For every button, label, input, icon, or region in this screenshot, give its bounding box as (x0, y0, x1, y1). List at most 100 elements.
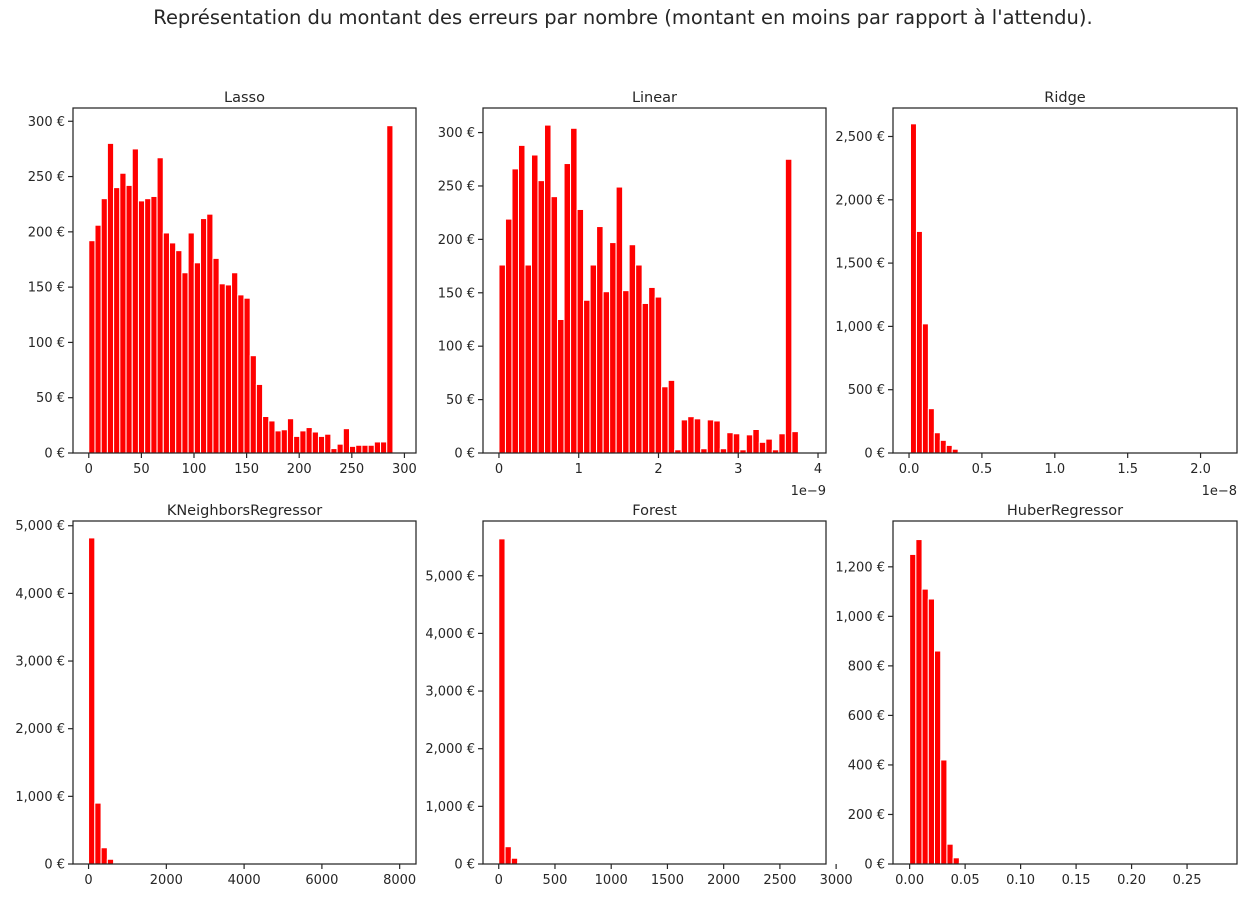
linear-frame (482, 107, 827, 454)
ridge-bar (921, 323, 929, 454)
subplot-lasso: Lasso 0 50 100 150 200 250 300 0 € 50 € 100 € 150 €… (28, 90, 417, 477)
lasso-bar (125, 184, 133, 454)
huberregressor-frame (892, 520, 1238, 865)
linear-bar (544, 124, 552, 454)
ridge-bar (927, 408, 935, 454)
forest-bar (498, 538, 506, 865)
lasso-bar (274, 430, 282, 454)
lasso-bar (330, 448, 338, 454)
lasso-xtick-label: 200 (287, 462, 312, 477)
linear-bar (530, 154, 539, 454)
forest-bar (510, 857, 519, 865)
lasso-bar (187, 232, 195, 454)
linear-bar (745, 434, 754, 454)
linear-bar (765, 438, 773, 454)
lasso-bar (243, 297, 251, 454)
lasso-ytick-label: 200 € (28, 225, 65, 240)
linear-xtick-label: 0 (495, 462, 503, 477)
lasso-bar (218, 283, 226, 454)
subplot-huber: HuberRegressor 0.00 0.05 0.10 0.15 0.20 0.25 0 … (835, 503, 1238, 888)
kneighborsregressor-ytick-label: 5,000 € (15, 519, 65, 534)
linear-bar (511, 168, 519, 454)
linear-bars (498, 124, 799, 454)
huberregressor-xtick-label: 0.00 (895, 873, 924, 888)
linear-bar (563, 163, 572, 454)
kneighborsregressor-xtick-label: 8000 (383, 873, 416, 888)
linear-bar (693, 418, 702, 454)
ridge-xtick-label: 2.0 (1190, 462, 1211, 477)
linear-ytick-label: 300 € (438, 126, 475, 141)
linear-bar (661, 386, 669, 454)
linear-bar (609, 242, 617, 454)
linear-ytick-label: 200 € (438, 233, 475, 248)
linear-bar (648, 286, 656, 454)
lasso-title: Lasso (224, 90, 265, 106)
forest-xtick-label: 2500 (763, 873, 796, 888)
linear-bar (791, 431, 799, 454)
lasso-ytick-label: 0 € (44, 447, 65, 462)
kneighborsregressor-frame (72, 520, 417, 865)
linear-bar (537, 180, 546, 454)
linear-bar (667, 379, 676, 454)
forest-xtick-label: 0 (495, 873, 503, 888)
huberregressor-ytick-label: 800 € (848, 659, 885, 674)
huberregressor-bar (940, 759, 948, 865)
lasso-bar (324, 433, 332, 454)
huberregressor-bar (952, 857, 960, 865)
huberregressor-bar (909, 553, 917, 865)
huberregressor-xtick-label: 0.20 (1117, 873, 1146, 888)
lasso-bar (349, 445, 357, 454)
subplot-kneighbors: KNeighborsRegressor 0 2000 4000 6000 8000 0 € 1… (15, 503, 417, 888)
lasso-bar (293, 435, 301, 454)
linear-bar (615, 186, 624, 454)
lasso-bar (373, 441, 382, 454)
linear-bar (550, 196, 559, 454)
forest-ytick-label: 5,000 € (425, 569, 475, 584)
lasso-bar (224, 284, 233, 454)
forest-ytick-label: 0 € (454, 858, 475, 873)
lasso-bar (131, 148, 139, 454)
lasso-bar (237, 294, 245, 454)
lasso-bar (206, 213, 214, 454)
forest-xtick-label: 1500 (651, 873, 684, 888)
kneighborsregressor-ytick-label: 3,000 € (15, 655, 65, 670)
lasso-bar (317, 435, 326, 454)
forest-bar (504, 846, 512, 865)
lasso-bar (137, 200, 146, 454)
linear-bar (628, 244, 637, 454)
huberregressor-xtick-label: 0.10 (1006, 873, 1035, 888)
huberregressor-ytick-label: 0 € (864, 858, 885, 873)
kneighborsregressor-xtick-label: 4000 (228, 873, 261, 888)
lasso-bar (268, 420, 276, 454)
lasso-xtick-label: 100 (182, 462, 207, 477)
ridge-ytick-label: 2,000 € (835, 193, 885, 208)
lasso-bar (193, 262, 202, 454)
huberregressor-xtick-label: 0.25 (1173, 873, 1202, 888)
lasso-bar (100, 198, 108, 454)
linear-bar (622, 290, 630, 454)
kneighborsregressor-xtick-label: 0 (84, 873, 92, 888)
kneighborsregressor-bar (94, 802, 102, 865)
linear-xtick-label: 1 (575, 462, 583, 477)
linear-xtick-label: 4 (814, 462, 822, 477)
linear-bar (641, 302, 650, 454)
huberregressor-bar (934, 650, 942, 865)
linear-bar (778, 433, 786, 454)
lasso-bar (175, 250, 183, 454)
lasso-bar (361, 444, 369, 454)
linear-bar (635, 264, 643, 454)
huberregressor-ytick-label: 200 € (848, 808, 885, 823)
lasso-bar (355, 444, 363, 454)
lasso-bar (162, 232, 170, 454)
linear-bar (589, 264, 598, 454)
lasso-bar (255, 383, 264, 454)
forest-bars (498, 538, 563, 865)
figure-suptitle: Représentation du montant des erreurs pa… (153, 6, 1093, 29)
linear-ytick-label: 150 € (438, 286, 475, 301)
lasso-bar (231, 272, 239, 454)
lasso-bar (249, 355, 257, 454)
lasso-bar (286, 418, 295, 454)
lasso-xtick-label: 300 (392, 462, 417, 477)
linear-bar (713, 420, 721, 454)
huberregressor-xtick-label: 0.05 (951, 873, 980, 888)
